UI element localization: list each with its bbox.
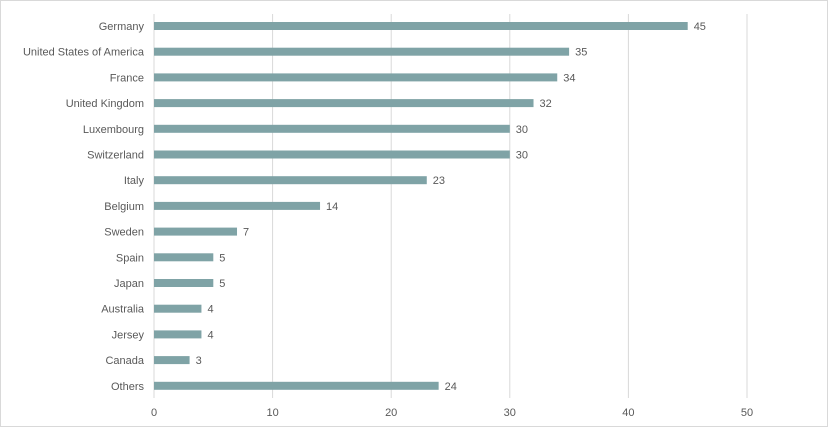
data-label: 7 [243, 227, 249, 239]
data-label: 30 [516, 124, 528, 136]
data-labels: 45 35 34 32 30 30 23 14 7 5 5 4 4 3 24 [196, 21, 706, 393]
data-label: 5 [219, 278, 225, 290]
x-tick-label: 0 [151, 407, 157, 419]
category-label: Australia [101, 304, 145, 316]
data-label: 14 [326, 201, 338, 213]
category-label: Germany [99, 21, 145, 33]
bar [154, 201, 321, 210]
bar [154, 22, 688, 30]
data-label: 32 [540, 98, 552, 110]
x-tick-label: 50 [741, 407, 753, 419]
bar [154, 227, 238, 236]
category-labels: Germany United States of America France Uni… [23, 21, 145, 393]
data-label: 24 [445, 381, 457, 393]
category-label: Japan [114, 278, 144, 290]
x-axis-tick-labels: 0 10 20 30 40 50 [151, 407, 753, 419]
bar [154, 381, 439, 390]
bar [154, 124, 510, 133]
x-tick-label: 30 [504, 407, 516, 419]
data-label: 4 [207, 329, 213, 341]
category-label: Canada [105, 355, 144, 367]
bar [154, 304, 202, 313]
data-label: 3 [196, 355, 202, 367]
bar [154, 150, 510, 159]
category-label: Jersey [112, 329, 145, 341]
category-label: Others [111, 381, 145, 393]
data-label: 34 [563, 72, 575, 84]
bar [154, 176, 427, 185]
category-label: Switzerland [87, 150, 144, 162]
category-label: United Kingdom [66, 98, 144, 110]
category-label: Sweden [104, 227, 144, 239]
data-label: 30 [516, 150, 528, 162]
category-label: Luxembourg [83, 124, 144, 136]
category-label: Belgium [104, 201, 144, 213]
data-label: 23 [433, 175, 445, 187]
bar [154, 47, 570, 56]
category-label: Italy [124, 175, 145, 187]
data-label: 45 [694, 21, 706, 33]
bar [154, 330, 202, 339]
category-label: France [110, 72, 144, 84]
x-tick-label: 10 [266, 407, 278, 419]
x-tick-label: 40 [622, 407, 634, 419]
bars [154, 22, 688, 390]
bar [154, 73, 558, 82]
bar [154, 99, 534, 108]
category-label: Spain [116, 252, 144, 264]
data-label: 35 [575, 47, 587, 59]
bar [154, 356, 190, 365]
bar [154, 253, 214, 262]
x-tick-label: 20 [385, 407, 397, 419]
bar [154, 279, 214, 287]
data-label: 4 [207, 304, 213, 316]
data-label: 5 [219, 252, 225, 264]
category-label: United States of America [23, 47, 145, 59]
